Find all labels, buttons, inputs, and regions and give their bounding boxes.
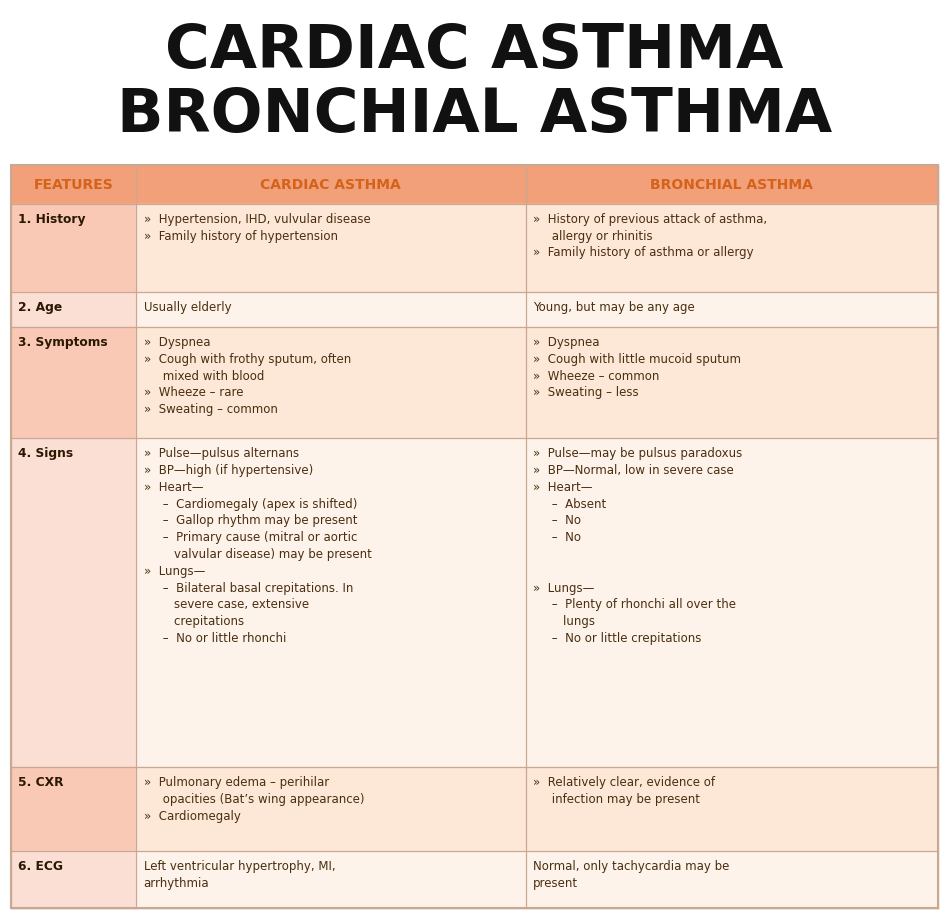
Bar bbox=[526, 851, 939, 908]
Text: BRONCHIAL ASTHMA: BRONCHIAL ASTHMA bbox=[117, 86, 832, 144]
Text: »  Pulse—may be pulsus paradoxus
»  BP—Normal, low in severe case
»  Heart—
    : » Pulse—may be pulsus paradoxus » BP—Nor… bbox=[533, 447, 742, 645]
Text: 1. History: 1. History bbox=[18, 213, 86, 226]
Text: 3. Symptoms: 3. Symptoms bbox=[18, 336, 108, 349]
Text: »  Pulmonary edema – perihilar
     opacities (Bat’s wing appearance)
»  Cardiom: » Pulmonary edema – perihilar opacities … bbox=[143, 776, 364, 823]
Text: 4. Signs: 4. Signs bbox=[18, 447, 73, 461]
Bar bbox=[136, 851, 526, 908]
Bar bbox=[526, 204, 939, 292]
Text: »  Relatively clear, evidence of
     infection may be present: » Relatively clear, evidence of infectio… bbox=[533, 776, 715, 806]
Bar bbox=[10, 767, 136, 851]
Text: »  Dyspnea
»  Cough with frothy sputum, often
     mixed with blood
»  Wheeze – : » Dyspnea » Cough with frothy sputum, of… bbox=[143, 336, 351, 416]
Bar bbox=[526, 292, 939, 327]
Text: Normal, only tachycardia may be
present: Normal, only tachycardia may be present bbox=[533, 860, 730, 889]
Bar bbox=[136, 292, 526, 327]
Bar bbox=[10, 327, 136, 438]
Text: BRONCHIAL ASTHMA: BRONCHIAL ASTHMA bbox=[650, 177, 813, 192]
Bar bbox=[136, 767, 526, 851]
Text: FEATURES: FEATURES bbox=[33, 177, 113, 192]
Bar bbox=[136, 438, 526, 767]
Text: Left ventricular hypertrophy, MI,
arrhythmia: Left ventricular hypertrophy, MI, arrhyt… bbox=[143, 860, 335, 889]
Bar bbox=[526, 327, 939, 438]
Text: Usually elderly: Usually elderly bbox=[143, 301, 232, 314]
Text: »  Pulse—pulsus alternans
»  BP—high (if hypertensive)
»  Heart—
     –  Cardiom: » Pulse—pulsus alternans » BP—high (if h… bbox=[143, 447, 371, 645]
Text: 2. Age: 2. Age bbox=[18, 301, 63, 314]
Bar bbox=[136, 204, 526, 292]
Text: »  Dyspnea
»  Cough with little mucoid sputum
»  Wheeze – common
»  Sweating – l: » Dyspnea » Cough with little mucoid spu… bbox=[533, 336, 741, 399]
Text: »  History of previous attack of asthma,
     allergy or rhinitis
»  Family hist: » History of previous attack of asthma, … bbox=[533, 213, 767, 260]
Text: CARDIAC ASTHMA: CARDIAC ASTHMA bbox=[165, 22, 784, 81]
Text: 6. ECG: 6. ECG bbox=[18, 860, 64, 873]
Bar bbox=[526, 767, 939, 851]
Text: »  Hypertension, IHD, vulvular disease
»  Family history of hypertension: » Hypertension, IHD, vulvular disease » … bbox=[143, 213, 370, 242]
Bar bbox=[526, 438, 939, 767]
Bar bbox=[10, 204, 136, 292]
Bar bbox=[10, 851, 136, 908]
Bar bbox=[10, 292, 136, 327]
Bar bbox=[10, 438, 136, 767]
Text: 5. CXR: 5. CXR bbox=[18, 776, 64, 790]
Bar bbox=[136, 327, 526, 438]
Bar bbox=[10, 165, 939, 204]
Bar bbox=[10, 165, 939, 908]
Text: CARDIAC ASTHMA: CARDIAC ASTHMA bbox=[260, 177, 401, 192]
Text: Young, but may be any age: Young, but may be any age bbox=[533, 301, 695, 314]
